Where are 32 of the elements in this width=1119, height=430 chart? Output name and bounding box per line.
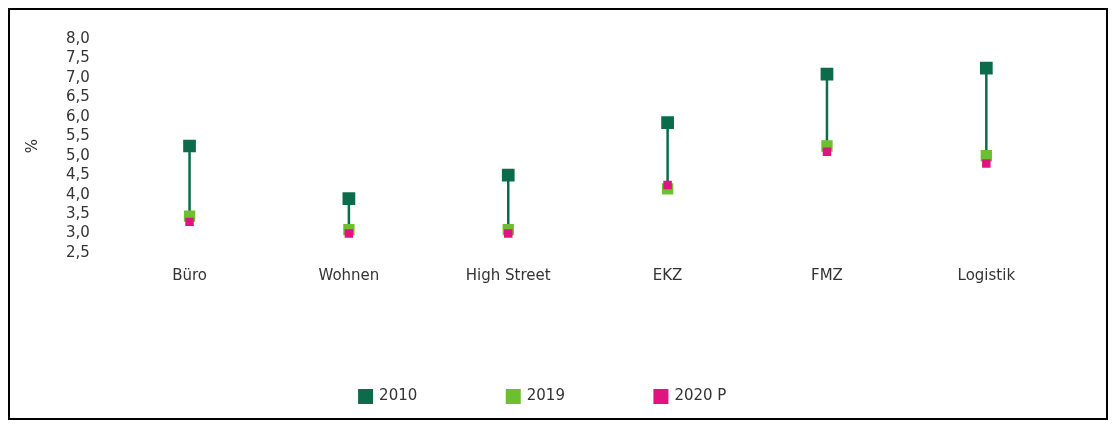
- point: [501, 168, 515, 182]
- y-tick-label: 5,0: [66, 145, 90, 164]
- y-tick-label: 4,0: [66, 184, 90, 203]
- y-tick-label: 6,5: [66, 87, 90, 106]
- point: [661, 116, 674, 130]
- y-tick-label: 7,5: [66, 48, 90, 67]
- y-tick-label: 4,5: [66, 165, 90, 184]
- point: [185, 217, 194, 227]
- y-tick-label: 3,5: [66, 203, 90, 222]
- y-tick-label: 6,0: [66, 106, 90, 125]
- point: [663, 180, 672, 190]
- y-axis-title: %: [22, 138, 41, 154]
- legend-label: 2010: [379, 386, 418, 405]
- x-tick-label: Wohnen: [318, 265, 380, 284]
- point: [342, 192, 356, 205]
- x-tick-label: Logistik: [957, 265, 1016, 284]
- y-tick-label: 7,0: [66, 67, 90, 86]
- legend-label: 2020 P: [674, 386, 727, 405]
- x-tick-label: High Street: [465, 265, 551, 284]
- point: [183, 139, 196, 153]
- point: [982, 159, 991, 168]
- y-tick-label: 3,0: [66, 223, 90, 242]
- x-tick-label: EKZ: [652, 265, 683, 284]
- y-tick-label: 5,5: [66, 126, 90, 145]
- legend-label: 2019: [526, 386, 565, 405]
- point: [504, 229, 513, 238]
- y-tick-label: 2,5: [66, 242, 90, 261]
- x-tick-label: Büro: [172, 265, 207, 284]
- point: [979, 61, 993, 75]
- x-tick-label: FMZ: [811, 265, 843, 284]
- y-tick-label: 8,0: [66, 28, 90, 47]
- point: [344, 229, 354, 238]
